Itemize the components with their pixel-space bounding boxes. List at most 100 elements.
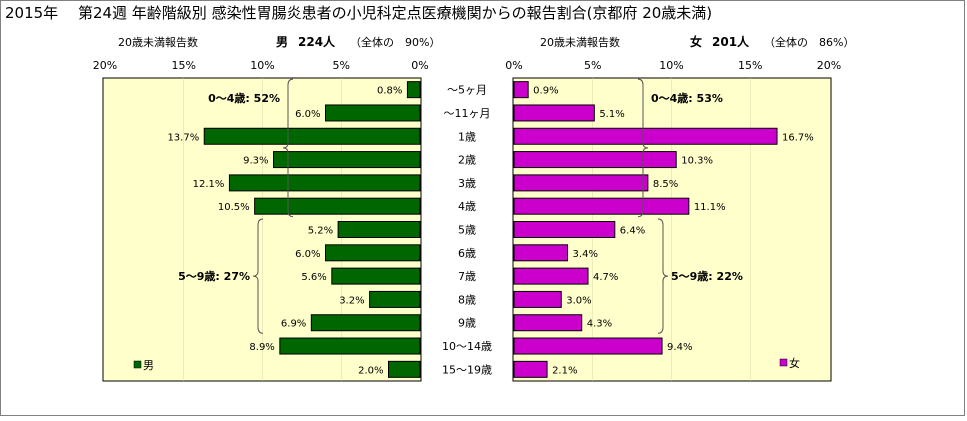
right-panel-header: 20歳未満報告数 女 201人 （全体の 86%） <box>540 34 854 49</box>
right-data-label: 6.4% <box>620 226 645 237</box>
right-bar <box>513 360 548 378</box>
left-axis-tick-label: 10% <box>250 59 274 72</box>
left-bar <box>331 267 421 285</box>
right-header-share: （全体の 86%） <box>764 35 854 49</box>
left-header-sex: 男 <box>276 35 288 49</box>
right-axis-tick-label: 15% <box>738 59 762 72</box>
left-axis-tick-label: 15% <box>172 59 196 72</box>
category-label: 2歳 <box>458 154 476 167</box>
left-axis-tick-label: 0% <box>411 59 428 72</box>
left-data-label: 8.9% <box>249 342 274 353</box>
right-annotation-label: 0～4歳: 53% <box>651 91 723 105</box>
category-label: 9歳 <box>458 317 476 330</box>
right-axis-tick-label: 5% <box>584 59 601 72</box>
right-legend-swatch <box>779 358 788 367</box>
right-bar <box>513 244 569 262</box>
right-data-label: 0.9% <box>533 86 558 97</box>
right-bar <box>513 221 616 238</box>
category-label: ～5ヶ月 <box>447 84 487 97</box>
left-bar <box>388 360 421 378</box>
left-data-label: 12.1% <box>193 179 225 190</box>
right-bar <box>513 314 583 332</box>
left-data-label: 9.3% <box>243 156 268 167</box>
right-data-label: 10.3% <box>681 156 713 167</box>
category-label: 8歳 <box>458 293 476 306</box>
left-data-label: 13.7% <box>167 132 199 143</box>
left-bar <box>406 81 421 99</box>
category-label: 6歳 <box>458 247 476 260</box>
left-panel-header: 20歳未満報告数 男 224人 （全体の 90%） <box>118 34 440 49</box>
right-data-label: 4.3% <box>587 319 612 330</box>
left-bar <box>337 221 421 238</box>
right-data-label: 8.5% <box>653 179 678 190</box>
right-bar <box>513 290 562 308</box>
left-header-count: 224人 <box>298 34 336 49</box>
left-data-label: 6.0% <box>295 109 320 120</box>
left-bar <box>273 151 421 169</box>
left-legend-swatch <box>133 360 142 369</box>
left-bar <box>369 290 421 308</box>
left-axis-tick-label: 20% <box>93 59 117 72</box>
category-label: ～11ヶ月 <box>444 107 491 120</box>
right-axis-tick-label: 20% <box>817 59 841 72</box>
right-header-count: 201人 <box>712 34 750 49</box>
left-bar <box>203 127 421 145</box>
right-data-label: 3.0% <box>566 295 591 306</box>
left-annotation-brace <box>252 218 264 334</box>
left-bar <box>310 314 421 332</box>
left-data-label: 3.2% <box>339 295 364 306</box>
right-annotation-brace <box>657 218 669 334</box>
right-data-label: 3.4% <box>573 249 598 260</box>
left-legend-label: 男 <box>143 359 154 372</box>
right-header-label: 20歳未満報告数 <box>540 36 620 49</box>
right-bar <box>513 337 663 355</box>
right-data-label: 11.1% <box>694 202 726 213</box>
right-bar <box>513 174 649 192</box>
left-bar <box>325 244 421 262</box>
left-data-label: 6.9% <box>281 319 306 330</box>
category-label: 15～19歳 <box>442 363 492 376</box>
left-bar <box>254 197 421 215</box>
category-label: 1歳 <box>458 130 476 143</box>
right-legend: 女 <box>779 356 800 370</box>
left-header-label: 20歳未満報告数 <box>118 36 198 49</box>
category-label: 3歳 <box>458 177 476 190</box>
right-axis-tick-label: 0% <box>505 59 522 72</box>
right-bar <box>513 81 529 99</box>
left-data-label: 5.6% <box>301 272 326 283</box>
left-bar <box>325 104 421 122</box>
left-bar <box>279 337 421 355</box>
right-header-sex: 女 <box>690 34 702 49</box>
right-bar <box>513 267 589 285</box>
left-axis-tick-label: 5% <box>333 59 350 72</box>
left-bar <box>228 174 421 192</box>
right-data-label: 9.4% <box>667 342 692 353</box>
left-annotation-brace <box>282 78 294 218</box>
right-annotation-label: 5～9歳: 22% <box>671 269 743 283</box>
left-data-label: 2.0% <box>358 365 383 376</box>
right-data-label: 4.7% <box>593 272 618 283</box>
right-data-label: 5.1% <box>599 109 624 120</box>
right-axis-tick-label: 10% <box>659 59 683 72</box>
right-bar <box>513 127 778 145</box>
left-data-label: 0.8% <box>377 86 402 97</box>
left-data-label: 6.0% <box>295 249 320 260</box>
left-annotation-label: 5～9歳: 27% <box>178 269 250 283</box>
category-label: 10～14歳 <box>442 340 492 353</box>
right-annotation-brace <box>637 78 649 218</box>
right-bar <box>513 104 595 122</box>
left-data-label: 5.2% <box>308 226 333 237</box>
left-header-share: （全体の 90%） <box>350 35 440 49</box>
left-annotation-label: 0～4歳: 52% <box>208 91 280 105</box>
right-data-label: 2.1% <box>552 365 577 376</box>
chart-title: 2015年 第24週 年齢階級別 感染性胃腸炎患者の小児科定点医療機関からの報告… <box>5 4 712 22</box>
left-legend: 男 <box>133 359 154 372</box>
category-label: 7歳 <box>458 270 476 283</box>
right-bar <box>513 197 690 215</box>
right-legend-label: 女 <box>789 356 800 370</box>
left-data-label: 10.5% <box>218 202 250 213</box>
category-label: 4歳 <box>458 200 476 213</box>
right-data-label: 16.7% <box>782 132 814 143</box>
